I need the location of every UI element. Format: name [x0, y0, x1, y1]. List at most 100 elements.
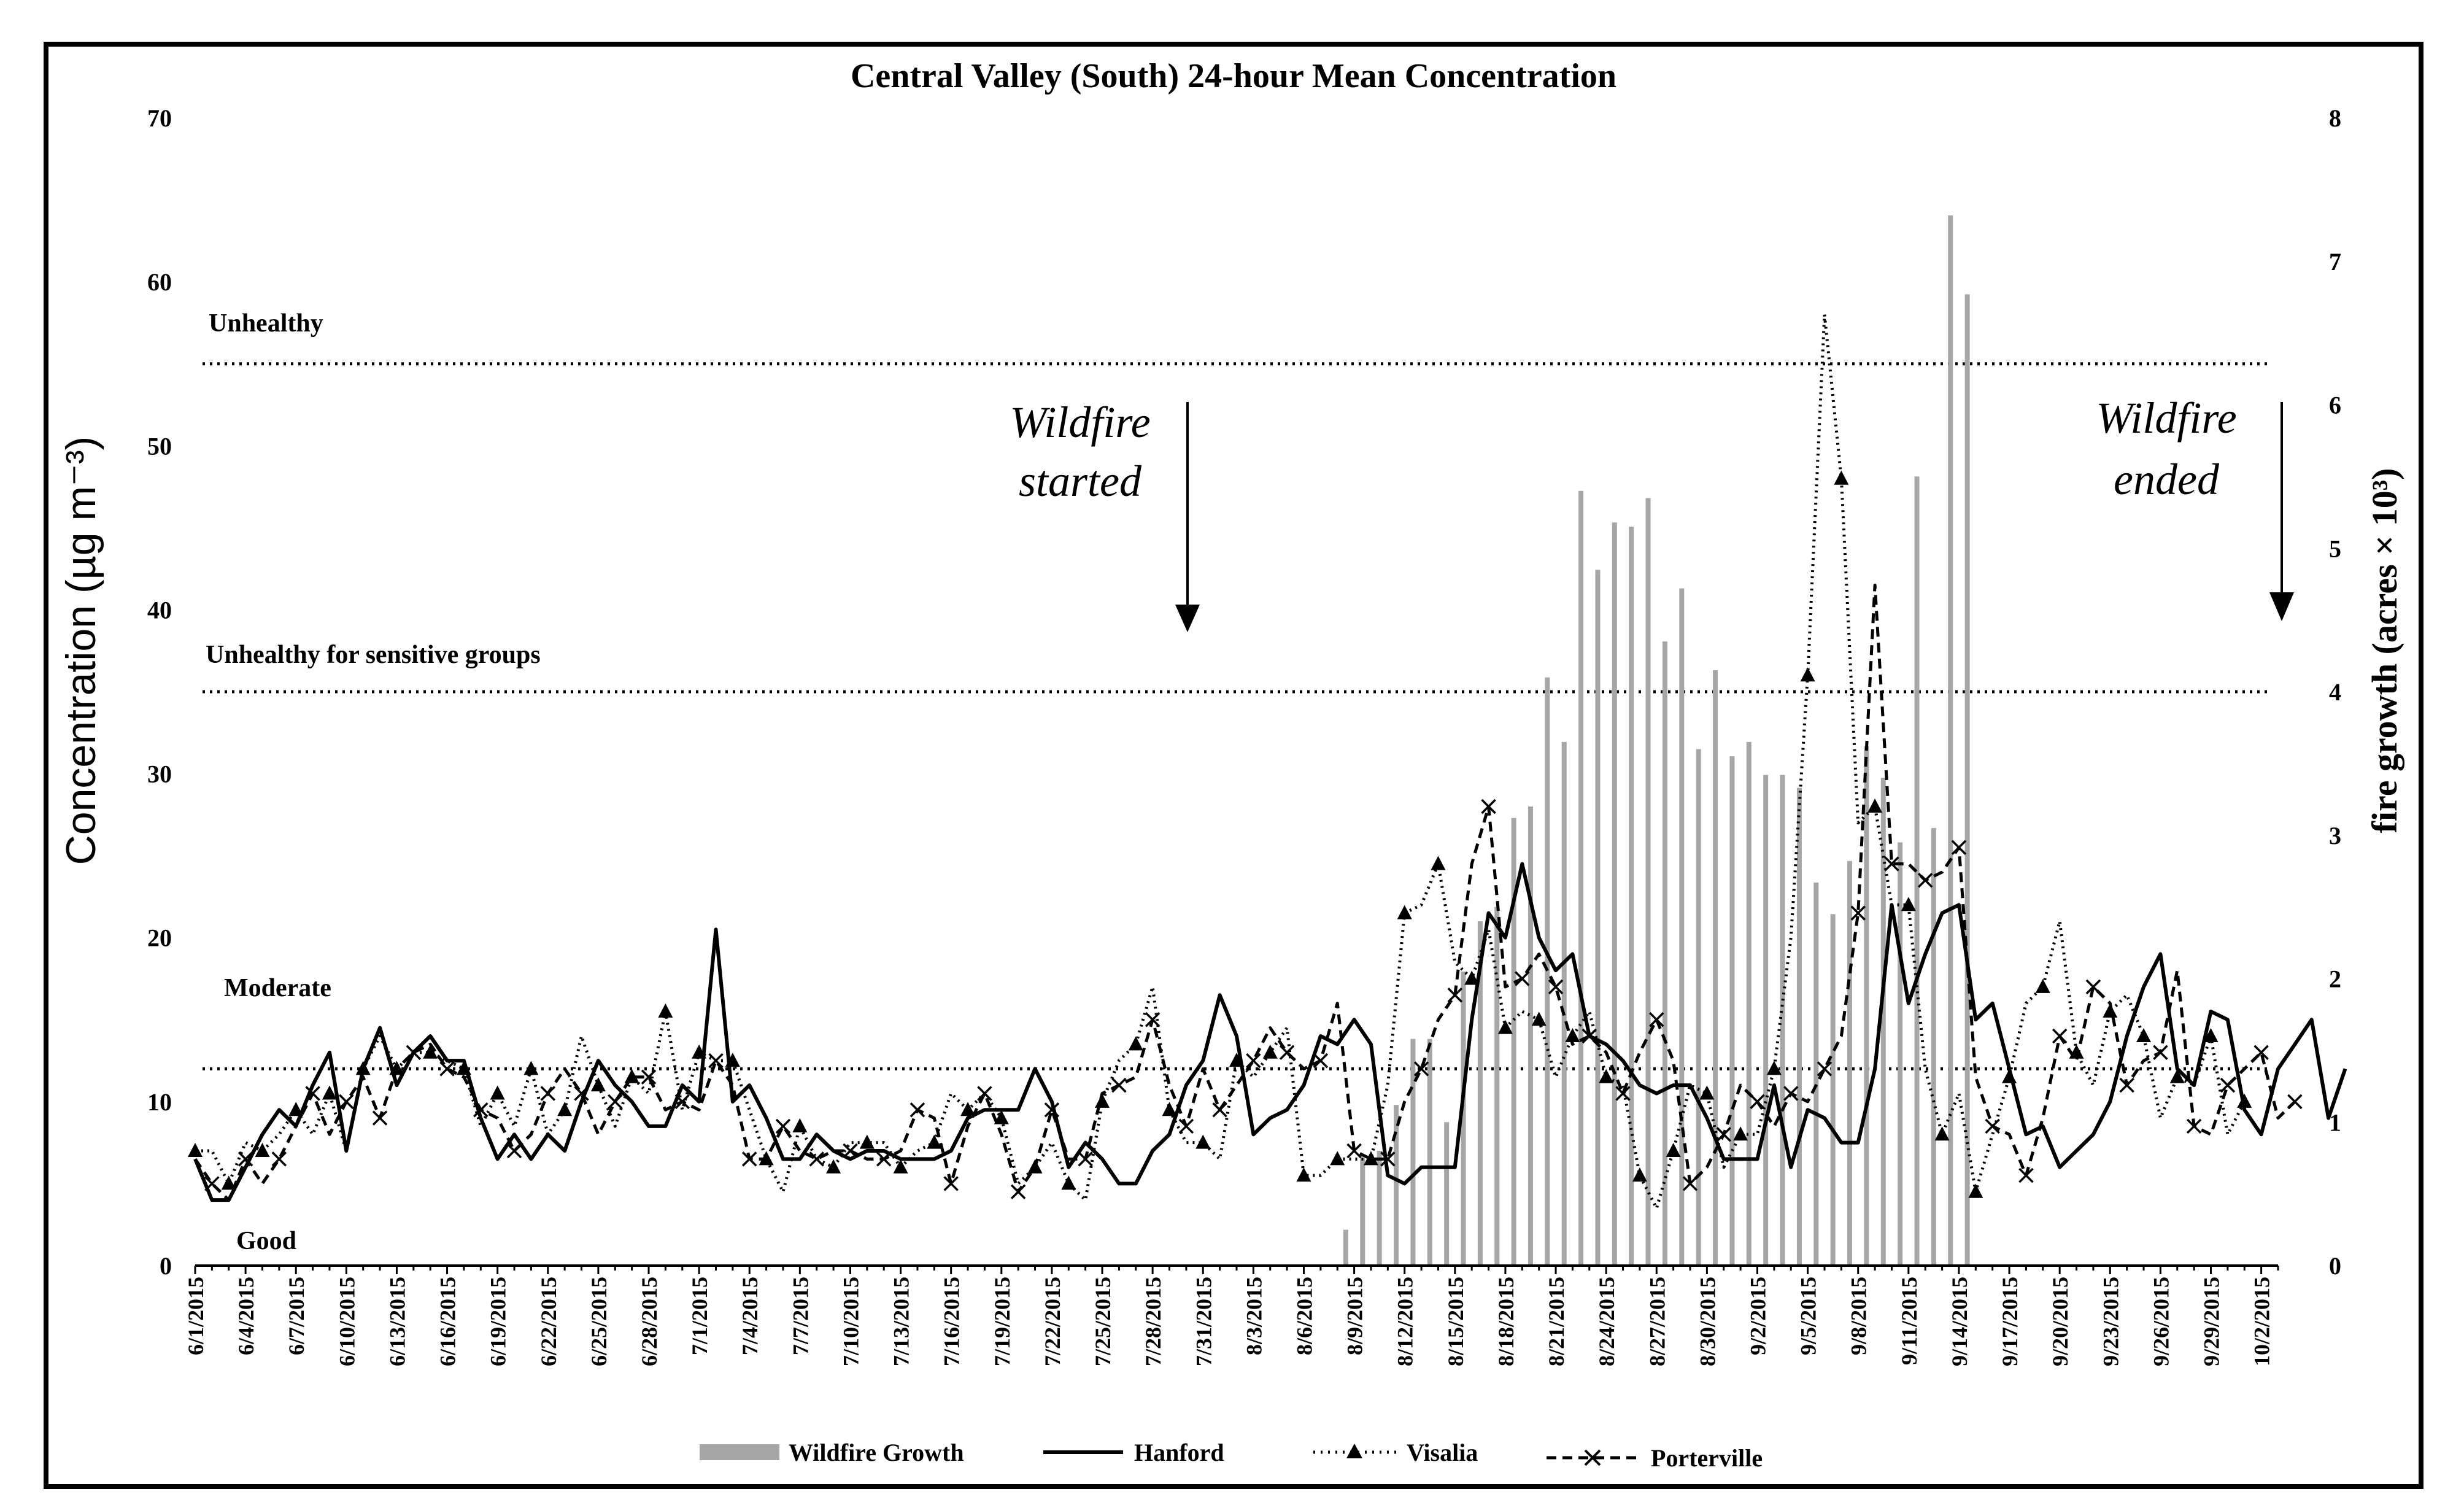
- marker-visalia: [322, 1085, 337, 1100]
- y-tick-label-left: 30: [147, 760, 172, 788]
- marker-visalia: [2136, 1028, 2152, 1042]
- wildfire-bar: [1360, 1158, 1365, 1266]
- marker-visalia: [221, 1175, 236, 1190]
- marker-porterville: [204, 1176, 220, 1191]
- x-tick-label: 8/30/2015: [1695, 1277, 1720, 1366]
- y-axis-label-left: Concentration (µg m⁻³): [58, 436, 104, 865]
- wildfire-bar: [1813, 882, 1819, 1266]
- marker-visalia: [2203, 1028, 2219, 1042]
- y-tick-label-right: 1: [2329, 1108, 2341, 1136]
- marker-porterville: [2085, 979, 2101, 995]
- wildfire-bar: [1763, 775, 1769, 1266]
- wildfire-bar: [1394, 1105, 1399, 1266]
- legend-marker-visalia: [1346, 1444, 1362, 1458]
- marker-porterville: [2220, 1077, 2236, 1093]
- y-tick-label-right: 3: [2329, 822, 2341, 849]
- wildfire-bar: [1561, 741, 1567, 1266]
- marker-visalia: [1632, 1167, 1647, 1182]
- wildfire-bar: [1746, 741, 1751, 1266]
- wildfire-bar: [1477, 921, 1483, 1266]
- marker-visalia: [1464, 970, 1480, 985]
- x-tick-label: 6/10/2015: [334, 1277, 359, 1366]
- x-tick-label: 9/11/2015: [1897, 1277, 1921, 1365]
- annotation-end-line1: Wildfire: [2096, 393, 2236, 443]
- marker-visalia: [1699, 1085, 1715, 1100]
- x-tick-label: 9/14/2015: [1947, 1277, 1972, 1366]
- y-tick-label-right: 5: [2329, 535, 2341, 562]
- label-moderate: Moderate: [224, 974, 331, 1002]
- marker-porterville: [1548, 979, 1564, 995]
- x-tick-label: 10/2/2015: [2250, 1277, 2274, 1366]
- marker-porterville: [910, 1102, 925, 1118]
- wildfire-bar: [1780, 775, 1785, 1266]
- marker-visalia: [1162, 1102, 1177, 1116]
- marker-porterville: [1951, 840, 1967, 856]
- marker-visalia: [1397, 905, 1412, 919]
- wildfire-bar: [1880, 778, 1886, 1266]
- marker-porterville: [977, 1086, 992, 1101]
- y-tick-label-right: 8: [2329, 104, 2341, 132]
- marker-porterville: [271, 1151, 287, 1167]
- marker-visalia: [1934, 1126, 1950, 1141]
- x-tick-label: 9/2/2015: [1746, 1277, 1771, 1355]
- marker-porterville: [1850, 905, 1866, 921]
- legend-marker-porterville: [1584, 1449, 1601, 1466]
- marker-visalia: [1330, 1151, 1345, 1166]
- marker-visalia: [658, 1003, 673, 1018]
- marker-visalia: [2169, 1069, 2185, 1083]
- x-tick-label: 7/10/2015: [838, 1277, 863, 1366]
- marker-visalia: [423, 1044, 438, 1059]
- marker-porterville: [2254, 1045, 2269, 1060]
- legend: Wildfire Growth Hanford Visalia Portervi…: [700, 1439, 1763, 1472]
- marker-porterville: [574, 1086, 589, 1101]
- chart-border: [44, 42, 2423, 1489]
- wildfire-bar: [1914, 476, 1920, 1266]
- marker-visalia: [1195, 1134, 1211, 1149]
- x-tick-label: 6/7/2015: [284, 1277, 309, 1355]
- series-line-hanford: [193, 862, 2347, 1202]
- wildfire-bar: [1629, 527, 1634, 1266]
- x-tick-label: 6/4/2015: [234, 1277, 258, 1355]
- annotation-end-line2: ended: [2114, 455, 2220, 504]
- marker-visalia: [759, 1151, 774, 1166]
- marker-porterville: [2052, 1028, 2068, 1044]
- x-tick-label: 9/23/2015: [2098, 1277, 2123, 1366]
- marker-porterville: [809, 1151, 824, 1167]
- marker-porterville: [1346, 1143, 1362, 1159]
- x-tick-label: 8/18/2015: [1494, 1277, 1518, 1366]
- marker-visalia: [859, 1134, 875, 1149]
- marker-visalia: [1666, 1143, 1681, 1157]
- marker-porterville: [1380, 1151, 1396, 1167]
- x-tick-label: 8/3/2015: [1242, 1277, 1266, 1355]
- marker-visalia: [1296, 1167, 1311, 1182]
- marker-visalia: [2035, 978, 2050, 993]
- marker-porterville: [406, 1045, 422, 1060]
- marker-visalia: [590, 1077, 606, 1092]
- marker-porterville: [775, 1118, 791, 1134]
- marker-visalia: [523, 1061, 539, 1075]
- arrow-start-head: [1175, 605, 1200, 632]
- wildfire-bar: [1595, 570, 1601, 1266]
- marker-porterville: [238, 1151, 253, 1167]
- marker-visalia: [725, 1053, 740, 1067]
- marker-porterville: [1044, 1102, 1060, 1118]
- marker-visalia: [2069, 1044, 2084, 1059]
- y-tick-label-left: 40: [147, 596, 172, 624]
- wildfire-bar: [1696, 749, 1701, 1266]
- marker-visalia: [490, 1085, 505, 1100]
- x-tick-label: 9/26/2015: [2149, 1277, 2173, 1366]
- y-tick-label-right: 4: [2329, 678, 2341, 706]
- marker-visalia: [2103, 1003, 2118, 1018]
- marker-visalia: [1531, 1012, 1547, 1026]
- annotation-start-line2: started: [1019, 457, 1142, 506]
- marker-porterville: [1111, 1077, 1127, 1093]
- y-tick-label-right: 6: [2329, 392, 2341, 419]
- x-tick-label: 7/16/2015: [940, 1277, 964, 1366]
- marker-porterville: [2287, 1094, 2303, 1110]
- marker-porterville: [674, 1094, 690, 1110]
- wildfire-bar: [1847, 861, 1853, 1266]
- marker-visalia: [1599, 1069, 1614, 1083]
- marker-porterville: [1279, 1045, 1295, 1060]
- marker-porterville: [1985, 1118, 2000, 1134]
